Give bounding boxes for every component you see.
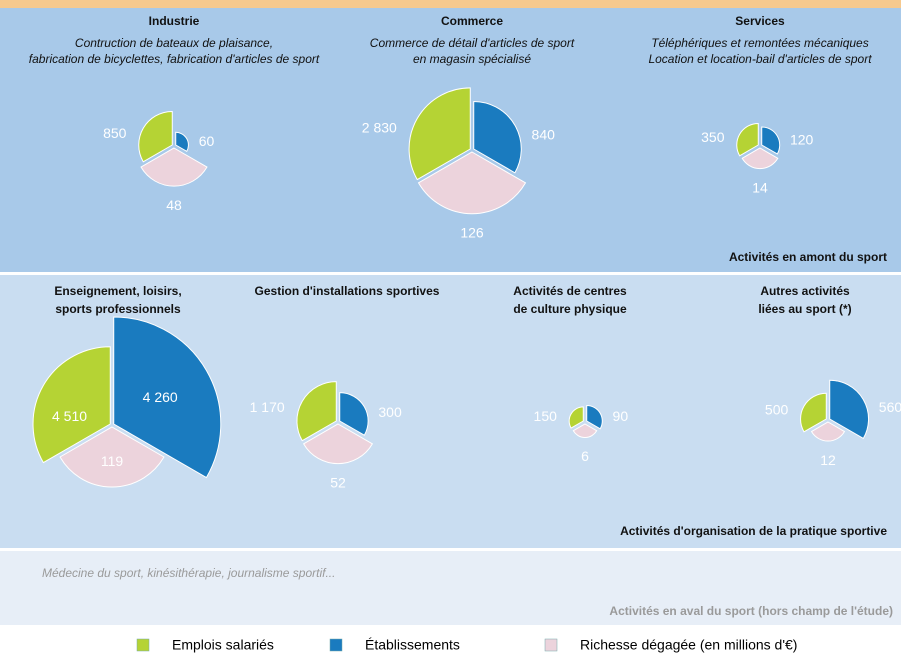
wedge <box>339 392 369 436</box>
value-label: 150 <box>534 408 558 424</box>
wedge <box>800 392 827 433</box>
chart-title: Commerce <box>441 14 503 28</box>
value-label: 126 <box>460 224 484 240</box>
value-label: 350 <box>701 129 725 145</box>
chart-subtitle: Commerce de détail d'articles de sport <box>370 36 575 50</box>
chart-title: de culture physique <box>513 302 627 316</box>
chart-title: Services <box>735 14 785 28</box>
value-label: 60 <box>199 133 215 149</box>
legend-label: Établissements <box>365 637 460 653</box>
chart-title: sports professionnels <box>55 302 181 316</box>
chart-subtitle: Location et location-bail d'articles de … <box>648 52 872 66</box>
legend-label: Richesse dégagée (en millions d'€) <box>580 637 797 653</box>
wedge <box>175 131 189 153</box>
chart-title: Gestion d'installations sportives <box>255 284 440 298</box>
chart-title: Autres activités <box>760 284 850 298</box>
wedge <box>32 346 111 464</box>
zone-label: Activités en amont du sport <box>729 250 887 264</box>
wedge <box>140 147 208 187</box>
value-label: 52 <box>330 474 346 490</box>
wedge <box>417 151 527 215</box>
value-label: 48 <box>166 197 182 213</box>
wedge <box>736 122 759 157</box>
wedge <box>408 87 471 181</box>
chart-subtitle: Téléphériques et remontées mécaniques <box>651 36 868 50</box>
wedge <box>473 100 522 174</box>
legend-label: Emplois salariés <box>172 637 274 653</box>
value-label: 90 <box>613 408 629 424</box>
chart-title: liées au sport (*) <box>758 302 851 316</box>
top-strip <box>0 0 901 8</box>
wedge <box>302 423 374 465</box>
wedge <box>810 421 846 442</box>
legend-swatch <box>329 638 343 652</box>
wedge <box>741 147 779 170</box>
legend-swatch <box>544 638 558 652</box>
value-label: 4 510 <box>52 408 87 424</box>
chart-subtitle: Contruction de bateaux de plaisance, <box>75 36 273 50</box>
value-label: 119 <box>101 453 124 469</box>
value-label: 6 <box>581 448 589 464</box>
value-label: 2 830 <box>362 119 397 135</box>
value-label: 120 <box>790 131 814 147</box>
zone-label: Activités d'organisation de la pratique … <box>620 524 887 538</box>
value-label: 1 170 <box>250 399 285 415</box>
zone-downstream <box>0 551 901 625</box>
wedge <box>568 406 584 429</box>
chart-title: Activités de centres <box>513 284 627 298</box>
chart-subtitle: fabrication de bicyclettes, fabrication … <box>29 52 320 66</box>
value-label: 560 <box>879 399 901 415</box>
chart-title: Industrie <box>149 14 200 28</box>
value-label: 12 <box>820 452 836 468</box>
wedge <box>586 404 603 430</box>
value-label: 14 <box>752 179 768 195</box>
wedge <box>572 423 598 438</box>
legend-swatch <box>136 638 150 652</box>
value-label: 4 260 <box>143 389 178 405</box>
chart-subtitle: en magasin spécialisé <box>413 52 531 66</box>
wedge <box>296 381 337 442</box>
zone-label: Activités en aval du sport (hors champ d… <box>609 604 893 618</box>
wedge <box>138 110 173 163</box>
value-label: 300 <box>378 404 402 420</box>
value-label: 850 <box>103 125 127 141</box>
value-label: 840 <box>532 126 556 142</box>
wedge <box>113 316 222 479</box>
value-label: 500 <box>765 402 789 418</box>
wedge <box>761 126 781 155</box>
chart-title: Enseignement, loisirs, <box>54 284 181 298</box>
wedge <box>829 379 870 440</box>
wedge <box>59 426 165 488</box>
zone-note: Médecine du sport, kinésithérapie, journ… <box>42 566 335 580</box>
